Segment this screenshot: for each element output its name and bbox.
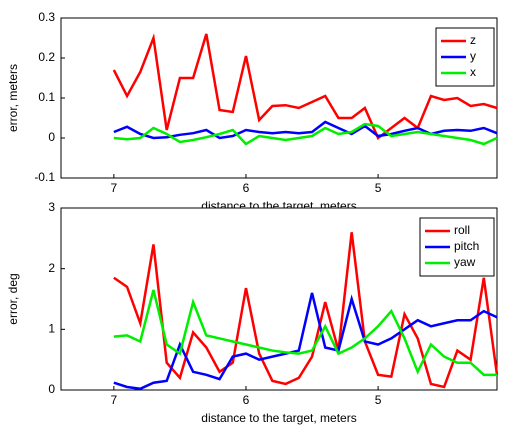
x-axis-label: distance to the target, meters bbox=[201, 411, 356, 425]
legend-label: yaw bbox=[454, 255, 476, 269]
y-tick-label: 2 bbox=[48, 261, 55, 275]
x-tick-label: 5 bbox=[375, 393, 382, 407]
x-tick-label: 6 bbox=[243, 393, 250, 407]
data-line bbox=[113, 289, 497, 377]
y-tick-label: 0.3 bbox=[38, 10, 55, 24]
x-tick-label: 5 bbox=[375, 181, 382, 195]
legend-label: x bbox=[470, 65, 476, 79]
plot-area bbox=[60, 17, 498, 179]
data-line bbox=[113, 122, 498, 146]
y-tick-label: 0.1 bbox=[38, 90, 55, 104]
y-axis-label: error, meters bbox=[6, 64, 20, 132]
legend-label: pitch bbox=[454, 239, 479, 253]
legend-label: z bbox=[470, 33, 476, 47]
y-axis-label: error, deg bbox=[6, 273, 20, 324]
y-tick-label: 0.2 bbox=[38, 50, 55, 64]
legend-label: y bbox=[470, 49, 476, 63]
y-tick-label: 3 bbox=[48, 200, 55, 214]
data-line bbox=[113, 232, 499, 389]
y-tick-label: -0.1 bbox=[34, 170, 55, 184]
x-tick-label: 7 bbox=[111, 393, 118, 407]
y-tick-label: 0 bbox=[48, 382, 55, 396]
y-tick-label: 0 bbox=[48, 130, 55, 144]
legend-label: roll bbox=[454, 223, 470, 237]
data-line bbox=[112, 33, 498, 140]
x-tick-label: 7 bbox=[111, 181, 118, 195]
y-tick-label: 1 bbox=[48, 322, 55, 336]
x-tick-label: 6 bbox=[243, 181, 250, 195]
